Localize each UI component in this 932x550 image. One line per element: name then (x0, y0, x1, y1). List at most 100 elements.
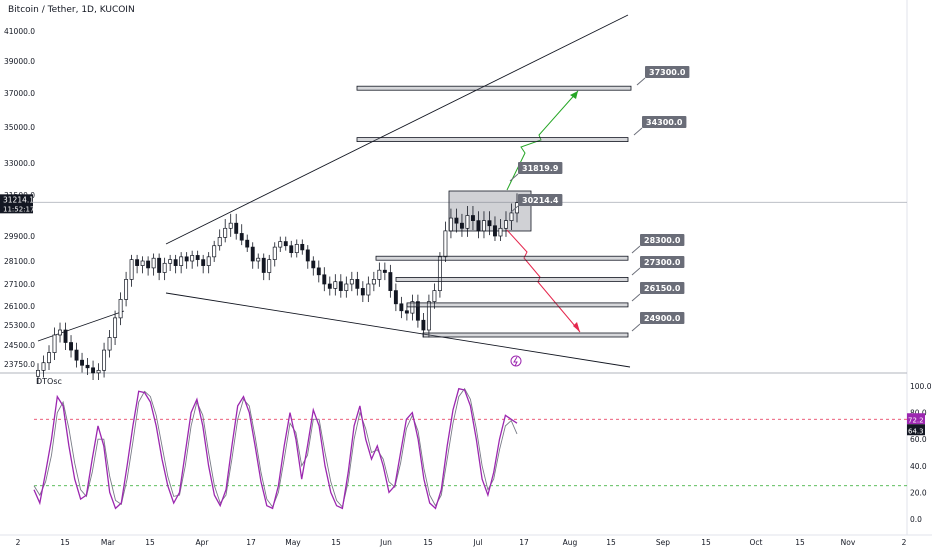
oscillator-tick-label: 0.0 (910, 515, 922, 524)
time-axis-label: Oct (750, 538, 763, 547)
oscillator-k-value: 72.2 (908, 416, 924, 424)
chart-title: Bitcoin / Tether, 1D, KUCOIN (8, 5, 135, 15)
time-axis-label: 15 (423, 538, 433, 547)
candle (223, 219, 228, 243)
candle (437, 252, 442, 298)
candle (256, 253, 261, 269)
candle (487, 211, 492, 236)
candle (113, 310, 118, 345)
candle (300, 239, 305, 255)
level-box (422, 332, 629, 338)
candle (124, 271, 129, 307)
candle (261, 253, 266, 281)
price-tick-label: 25300.0 (4, 321, 35, 330)
candle (459, 213, 464, 237)
time-axis-label: 15 (701, 538, 711, 547)
level-label: 27300.0 (644, 258, 681, 267)
time-axis-label: 17 (246, 538, 256, 547)
candle (504, 211, 508, 237)
time-axis-label: 15 (795, 538, 805, 547)
candle (471, 206, 475, 231)
candle (212, 240, 217, 262)
candle (47, 345, 51, 370)
candle (382, 262, 387, 281)
candle (388, 264, 393, 298)
candle (58, 322, 62, 343)
candle (415, 294, 420, 328)
candle (217, 229, 222, 251)
candle (355, 271, 360, 296)
candle (173, 254, 178, 274)
current-price-badge: 31214.111:52:17 (0, 194, 34, 214)
candle (443, 221, 448, 262)
candle (102, 342, 107, 378)
candle (250, 242, 255, 269)
candle (69, 335, 73, 358)
time-axis-label: Mar (101, 538, 116, 547)
candle (118, 292, 123, 326)
candle (316, 260, 321, 283)
price-tick-label: 35000.0 (4, 123, 35, 132)
candle (311, 256, 316, 276)
candle (399, 296, 404, 319)
time-axis-label: 15 (606, 538, 616, 547)
candle (333, 274, 338, 296)
time-axis-label: May (285, 538, 301, 547)
candle (498, 219, 503, 241)
candle (184, 252, 189, 269)
price-tick-label: 24500.0 (4, 341, 35, 350)
bullish-arrow-head (570, 91, 578, 99)
level-box (356, 85, 632, 91)
candle (52, 327, 57, 360)
time-axis-label: Jul (472, 538, 482, 547)
candle (245, 234, 250, 252)
candle (234, 213, 239, 240)
level-box (375, 255, 629, 261)
level-label: 34300.0 (646, 118, 683, 127)
candle (349, 271, 354, 292)
candle (493, 216, 497, 241)
candle (322, 267, 327, 292)
time-axis-label: Aug (563, 538, 578, 547)
price-tick-label: 33000.0 (4, 159, 35, 168)
candle (80, 352, 84, 373)
old-trend-line (37, 310, 125, 342)
candle (426, 294, 431, 338)
time-axis-label: Nov (841, 538, 856, 547)
level-badge: 26150.0 (631, 282, 685, 302)
level-label: 37300.0 (649, 68, 686, 77)
candle (344, 276, 349, 298)
candle (509, 203, 514, 231)
oscillator-tick-label: 20.0 (910, 488, 927, 497)
candle (305, 245, 310, 269)
candle (190, 250, 195, 269)
time-axis-label: 2 (16, 538, 21, 547)
price-tick-label: 27100.0 (4, 280, 35, 289)
bearish-path-arrow (506, 229, 581, 333)
candle (206, 252, 211, 274)
countdown-label: 11:52:17 (3, 205, 34, 213)
level-badge: 37300.0 (636, 66, 690, 86)
candle (91, 360, 96, 380)
oscillator-k-line (33, 387, 518, 510)
candle (201, 254, 206, 274)
candle (63, 322, 68, 350)
oscillator-title: DTOsc (36, 377, 62, 386)
candle (195, 250, 200, 267)
time-axis-label: Jun (379, 538, 392, 547)
candle (135, 254, 140, 274)
candle (465, 206, 470, 237)
level-box (356, 137, 629, 143)
candle (371, 271, 376, 292)
candle (157, 253, 162, 281)
price-tick-label: 23750.0 (4, 360, 35, 369)
channel-upper-line (165, 14, 629, 245)
candle (476, 211, 481, 239)
oscillator-tick-label: 80.0 (910, 409, 927, 418)
price-tick-label: 37000.0 (4, 89, 35, 98)
level-label: 31819.9 (522, 164, 559, 173)
level-label: 28300.0 (644, 236, 681, 245)
oscillator-tick-label: 60.0 (910, 435, 927, 444)
bullish-path-arrow (506, 90, 579, 191)
